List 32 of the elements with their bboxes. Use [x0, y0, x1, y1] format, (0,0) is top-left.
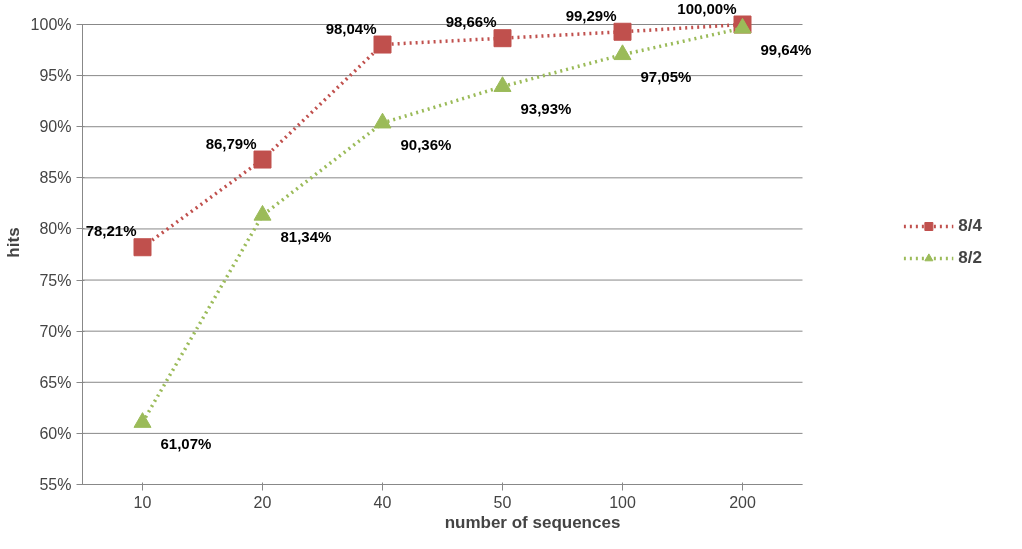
y-tick-label: 55%	[39, 476, 72, 493]
x-tick-label: 50	[493, 493, 512, 511]
y-axis-title: hits	[3, 227, 23, 258]
data-label: 61,07%	[160, 435, 212, 453]
data-label: 99,64%	[760, 41, 812, 59]
data-label: 81,34%	[280, 228, 332, 246]
data-label: 93,93%	[520, 99, 572, 117]
y-tick-label: 95%	[39, 67, 72, 85]
x-tick-label: 10	[133, 493, 152, 511]
x-tick-label: 20	[253, 493, 272, 511]
data-label: 90,36%	[400, 136, 452, 154]
y-tick-label: 90%	[39, 118, 72, 136]
y-tick-label: 85%	[39, 169, 72, 187]
data-label: 86,79%	[205, 134, 257, 152]
y-tick-label: 70%	[39, 322, 72, 340]
data-label: 99,29%	[565, 6, 617, 24]
x-tick-label: 40	[373, 493, 392, 511]
data-label: 97,05%	[640, 67, 692, 85]
legend-label: 8/4	[958, 216, 982, 236]
x-tick-label: 100	[609, 493, 636, 511]
y-tick-label: 65%	[39, 373, 72, 391]
data-label: 98,04%	[325, 19, 377, 37]
y-tick-label: 100%	[30, 16, 72, 33]
data-label: 100,00%	[677, 0, 737, 17]
x-tick-label: 200	[729, 493, 756, 511]
y-tick-label: 60%	[39, 424, 72, 442]
data-label: 98,66%	[445, 13, 497, 31]
y-tick-label: 80%	[39, 220, 72, 238]
x-axis-title: number of sequences	[444, 512, 621, 532]
y-tick-label: 75%	[39, 271, 72, 289]
data-label: 78,21%	[85, 222, 137, 240]
legend-label: 8/2	[958, 248, 982, 268]
